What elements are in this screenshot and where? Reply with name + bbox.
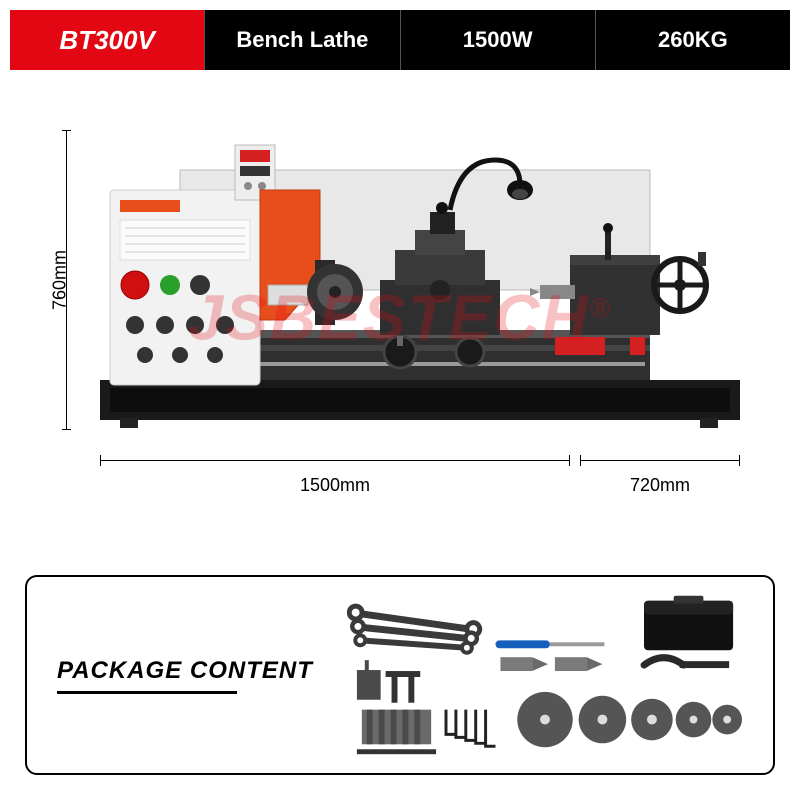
dimension-depth-label: 720mm — [630, 475, 690, 496]
spec-model: BT300V — [10, 10, 205, 70]
dimension-length-label: 1500mm — [300, 475, 370, 496]
tools-illustration — [347, 595, 743, 755]
spec-power: 1500W — [401, 10, 596, 70]
dimension-height-label: 760mm — [50, 250, 71, 310]
diagram-area: 760mm — [10, 90, 790, 560]
spec-weight: 260KG — [596, 10, 790, 70]
spec-bar: BT300V Bench Lathe 1500W 260KG — [10, 10, 790, 70]
lathe-illustration — [100, 130, 740, 430]
package-title-underline — [57, 691, 237, 694]
dimension-height: 760mm — [40, 130, 70, 430]
package-content-box: PACKAGE CONTENT — [25, 575, 775, 775]
spec-type: Bench Lathe — [205, 10, 400, 70]
package-title: PACKAGE CONTENT — [57, 657, 317, 691]
dimension-row: 1500mm 720mm — [100, 450, 740, 510]
package-title-wrap: PACKAGE CONTENT — [57, 657, 317, 694]
